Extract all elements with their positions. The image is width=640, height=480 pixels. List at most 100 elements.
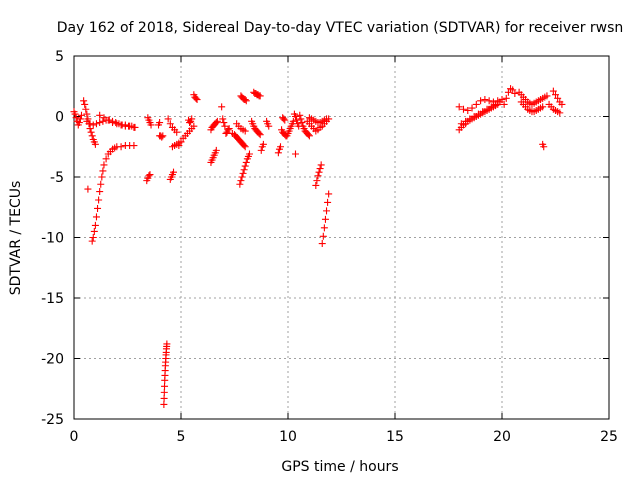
data-point	[87, 128, 95, 136]
data-point	[146, 171, 154, 179]
data-point	[241, 143, 249, 151]
data-point	[96, 188, 104, 196]
data-point	[479, 108, 487, 116]
y-tick-label: -15	[41, 291, 64, 307]
data-point	[298, 119, 306, 127]
series-arc-4.6	[166, 168, 178, 183]
series-arc-0.5	[80, 97, 99, 148]
series-arc-22.4	[545, 100, 564, 117]
data-point	[455, 103, 463, 111]
series-arc-8.6	[250, 88, 264, 100]
data-point	[219, 115, 227, 123]
data-point	[256, 92, 264, 100]
data-point	[313, 177, 321, 185]
series-arc-3.5	[144, 114, 155, 129]
data-point	[477, 97, 485, 105]
data-point	[82, 105, 90, 113]
data-point	[239, 169, 247, 177]
data-point	[84, 185, 92, 193]
data-point	[457, 120, 465, 128]
data-point	[316, 165, 324, 173]
series-arc-11.7-neg	[318, 190, 333, 248]
data-point	[109, 119, 117, 127]
data-point	[556, 109, 564, 117]
series-arc-7.0	[219, 115, 229, 130]
series-recovery	[88, 142, 138, 245]
data-point	[83, 110, 91, 118]
data-points	[70, 85, 566, 408]
data-point	[474, 110, 482, 118]
data-point	[147, 121, 155, 129]
data-point	[221, 122, 229, 130]
data-point	[509, 86, 517, 94]
data-point	[212, 119, 220, 127]
data-point	[237, 177, 245, 185]
data-point	[75, 119, 83, 127]
y-tick-label: 5	[55, 49, 64, 65]
data-point	[222, 129, 230, 137]
data-point	[96, 119, 104, 127]
data-point	[98, 173, 106, 181]
data-point	[320, 224, 328, 232]
x-tick-label: 15	[386, 429, 404, 445]
data-point	[558, 100, 566, 108]
data-point	[72, 114, 80, 122]
grid	[74, 56, 609, 419]
data-point	[130, 123, 138, 131]
data-point	[91, 140, 99, 148]
data-point	[224, 126, 232, 134]
data-point	[315, 168, 323, 176]
data-point	[89, 121, 97, 129]
data-point	[89, 234, 97, 241]
data-point	[81, 100, 89, 108]
series-arc-7.8	[236, 150, 253, 188]
data-point	[257, 146, 265, 154]
series-arc-9.8	[279, 114, 289, 124]
data-point	[76, 115, 84, 123]
data-point	[88, 237, 96, 245]
data-point	[130, 142, 138, 150]
data-point	[242, 97, 250, 105]
data-point	[265, 122, 273, 130]
data-point	[166, 120, 174, 128]
data-point	[472, 100, 480, 108]
series-arc-20.3	[500, 85, 519, 108]
series-arc-18.3	[457, 98, 504, 128]
data-point	[156, 119, 164, 127]
data-point	[173, 128, 181, 136]
data-point	[483, 105, 491, 113]
axis-ticks: 0 5 10 15 20 25 5 0 -5 -10 -15 -20 -25	[41, 49, 618, 445]
y-axis-label: SDTVAR / TECUs	[8, 181, 24, 296]
data-point	[281, 116, 289, 124]
data-point	[274, 149, 282, 157]
data-point	[145, 172, 153, 180]
data-point	[462, 117, 470, 125]
data-point	[212, 146, 220, 154]
data-point	[324, 198, 332, 206]
data-point	[96, 111, 104, 119]
series-arc-5.0	[175, 122, 198, 150]
data-point	[220, 119, 228, 127]
x-tick-label: 0	[70, 429, 79, 445]
series-single-10.3	[291, 150, 299, 158]
data-point	[92, 120, 100, 128]
series-arc-4.0	[156, 132, 167, 141]
data-point	[291, 150, 299, 158]
series-arc-4.2-neg	[160, 340, 171, 408]
chart-title: Day 162 of 2018, Sidereal Day-to-day VTE…	[57, 20, 624, 36]
data-point	[468, 104, 476, 112]
y-tick-label: 0	[55, 110, 64, 126]
x-tick-label: 5	[177, 429, 186, 445]
data-point	[256, 131, 264, 139]
data-point	[245, 150, 253, 158]
data-point	[158, 133, 166, 141]
data-point	[552, 91, 559, 99]
data-point	[77, 111, 85, 119]
data-point	[80, 97, 88, 105]
data-point	[293, 116, 301, 124]
data-point	[539, 103, 547, 111]
series-arc-18.0-top	[455, 96, 506, 114]
data-point	[71, 110, 79, 118]
x-tick-label: 20	[493, 429, 511, 445]
series-arc-11.4	[305, 114, 331, 127]
